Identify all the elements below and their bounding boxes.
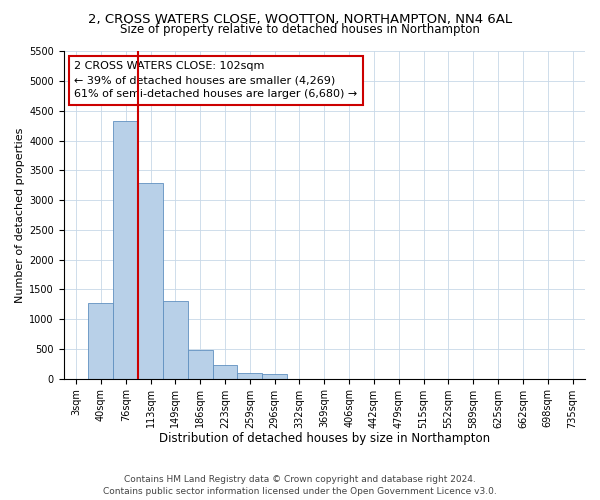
Bar (163, 302, 188, 378)
Y-axis label: Number of detached properties: Number of detached properties (15, 128, 25, 302)
Bar (88, 303, 113, 378)
Bar (188, 350, 212, 378)
Bar (138, 183, 163, 378)
Text: 2, CROSS WATERS CLOSE, WOOTTON, NORTHAMPTON, NN4 6AL: 2, CROSS WATERS CLOSE, WOOTTON, NORTHAMP… (88, 12, 512, 26)
Bar (238, 372, 262, 378)
X-axis label: Distribution of detached houses by size in Northampton: Distribution of detached houses by size … (159, 432, 490, 445)
Bar (113, 121, 138, 378)
Bar (212, 365, 238, 378)
Bar (262, 374, 287, 378)
Text: Size of property relative to detached houses in Northampton: Size of property relative to detached ho… (120, 22, 480, 36)
Text: Contains HM Land Registry data © Crown copyright and database right 2024.
Contai: Contains HM Land Registry data © Crown c… (103, 474, 497, 496)
Text: 2 CROSS WATERS CLOSE: 102sqm
← 39% of detached houses are smaller (4,269)
61% of: 2 CROSS WATERS CLOSE: 102sqm ← 39% of de… (74, 62, 358, 100)
